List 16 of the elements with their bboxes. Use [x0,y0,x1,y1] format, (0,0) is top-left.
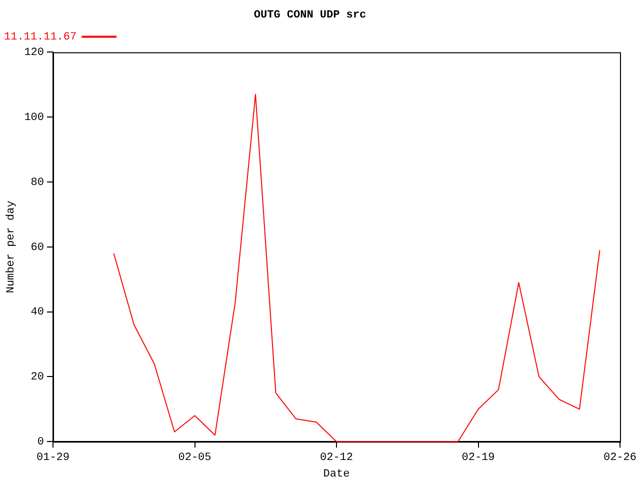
x-tick-label: 01-29 [36,452,70,464]
y-tick-label: 120 [24,47,44,60]
y-tick-label: 0 [37,436,44,449]
y-tick-label: 20 [30,372,44,384]
y-axis-title: Number per day [6,200,18,294]
x-axis-title: Date [323,468,350,480]
x-tick-label: 02-26 [603,452,637,464]
y-tick-label: 60 [30,242,44,254]
x-tick-label: 02-05 [178,452,212,464]
y-tick-label: 100 [24,112,44,124]
chart-title: OUTG CONN UDP src [254,9,366,22]
y-tick-label: 80 [30,176,44,189]
y-tick-label: 40 [30,306,44,319]
x-tick-label: 02-19 [462,452,495,464]
legend-label: 11.11.11.67 [4,32,77,44]
x-tick-label: 02-12 [320,452,354,464]
